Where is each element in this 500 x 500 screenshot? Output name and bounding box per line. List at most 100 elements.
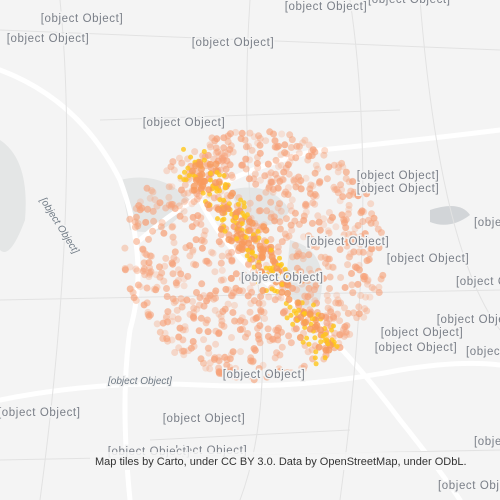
dot (322, 355, 328, 361)
dot (307, 270, 315, 277)
dot (303, 201, 311, 209)
dot (341, 284, 349, 291)
dot (180, 198, 188, 206)
dot (210, 194, 218, 202)
dot (255, 194, 263, 202)
dot (173, 306, 181, 314)
dot (320, 333, 326, 339)
dot (243, 234, 249, 240)
dot (133, 238, 141, 245)
dot (297, 185, 305, 193)
dot (281, 230, 289, 238)
dot (316, 226, 324, 234)
dot (284, 315, 290, 321)
dot (269, 257, 277, 265)
dot (203, 297, 211, 305)
dot (262, 137, 270, 145)
dot (305, 232, 313, 240)
dot (200, 190, 206, 196)
dot (316, 239, 324, 247)
dot (350, 248, 358, 256)
dot (283, 281, 291, 289)
dot (324, 297, 332, 305)
dot (229, 189, 236, 197)
dot (227, 366, 235, 374)
dot (223, 361, 231, 369)
dot (132, 213, 140, 221)
dot (356, 266, 363, 274)
dot (375, 244, 383, 252)
dot (202, 364, 210, 372)
dot (245, 372, 253, 380)
place-label: [object Object] (307, 236, 390, 248)
dot (279, 309, 287, 316)
dot (350, 188, 358, 196)
dot (290, 176, 298, 184)
dot (307, 148, 315, 155)
dot (190, 309, 198, 317)
dot (315, 267, 323, 275)
dot (370, 285, 378, 293)
dot (146, 269, 154, 277)
dot (361, 230, 369, 238)
dot (169, 313, 177, 321)
dot (180, 282, 188, 290)
dot (308, 238, 316, 246)
dot (355, 310, 363, 318)
dot (287, 144, 295, 151)
dot (256, 339, 264, 347)
dot (226, 201, 232, 207)
dot (251, 170, 259, 178)
dot (317, 326, 325, 334)
place-label: [object Object] (474, 217, 500, 229)
dot (311, 169, 319, 177)
dot (344, 309, 352, 317)
dot (163, 293, 171, 300)
dot (288, 226, 296, 234)
dot (366, 250, 374, 257)
dot (356, 240, 364, 248)
dot (228, 248, 236, 256)
dot (168, 317, 176, 325)
dot (234, 236, 240, 242)
dot (341, 304, 348, 312)
place-label: [object Object] (0, 407, 81, 419)
dot (178, 159, 186, 167)
dot (188, 167, 196, 175)
dot (214, 170, 220, 175)
dot (339, 193, 347, 201)
dot (145, 312, 153, 320)
dot (329, 264, 337, 271)
dot (271, 137, 279, 145)
dot (126, 285, 134, 293)
dot (307, 190, 314, 197)
dot (239, 287, 247, 295)
dot (342, 168, 350, 176)
dot (177, 174, 183, 180)
dot (309, 274, 317, 282)
dot (153, 320, 161, 328)
attribution-bg (90, 452, 500, 470)
dot (198, 280, 206, 288)
dot (309, 146, 317, 154)
dot (227, 130, 234, 138)
dot (215, 329, 223, 337)
dot (121, 244, 129, 252)
dot (300, 362, 308, 370)
dot (334, 168, 342, 176)
place-label: [object Object] (357, 183, 440, 195)
dot (273, 349, 281, 357)
dot (242, 165, 250, 173)
dot (226, 355, 234, 363)
dot (321, 147, 329, 154)
dot (377, 229, 385, 237)
dot (121, 265, 129, 272)
dot (274, 248, 282, 256)
dot (229, 372, 237, 380)
dot (198, 244, 206, 252)
dot (201, 227, 209, 235)
dot (178, 186, 185, 194)
dot (344, 210, 352, 218)
dot (287, 221, 295, 229)
